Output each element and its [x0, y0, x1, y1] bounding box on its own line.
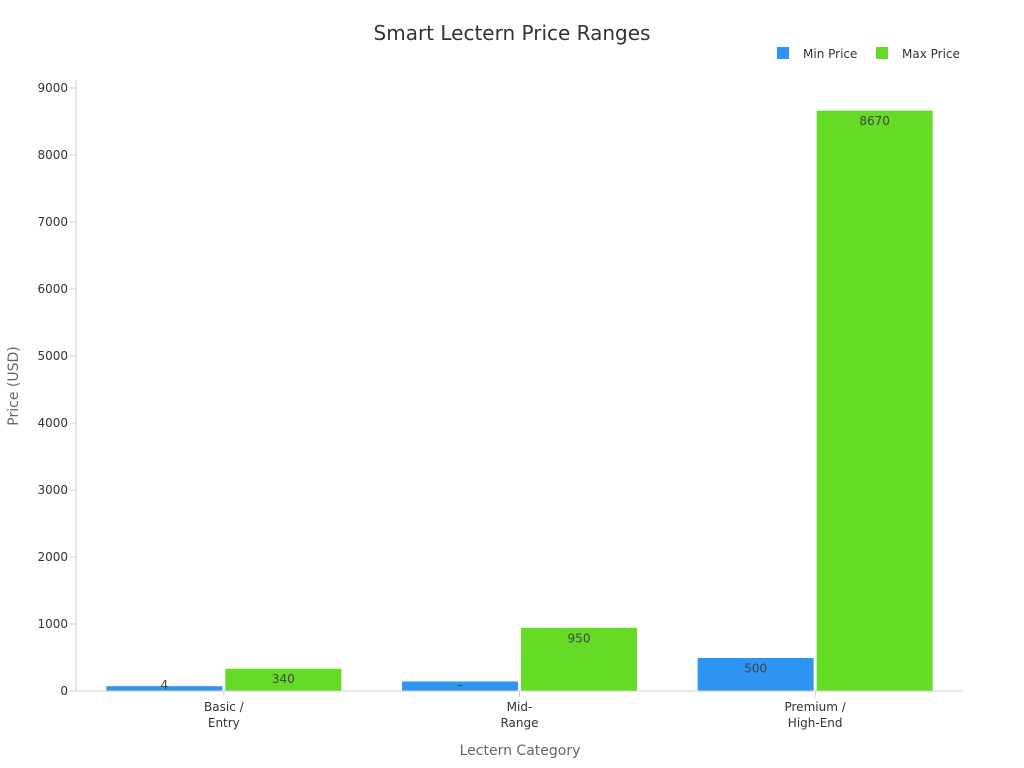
y-tick-label: 4000	[37, 416, 68, 430]
x-axis-title: Lectern Category	[460, 743, 581, 759]
x-axis-ticks: Basic / Entry Mid-Range Premium / High-End	[204, 691, 847, 730]
bar-value-label: 950	[568, 631, 591, 645]
chart-title: Smart Lectern Price Ranges	[374, 21, 651, 45]
y-tick-label: 7000	[37, 215, 68, 229]
bar-value-label: –	[457, 678, 463, 692]
bar-max-1	[520, 626, 638, 692]
legend-swatch-min	[777, 47, 789, 59]
y-tick-label: 1000	[37, 617, 68, 631]
bar-value-label: 340	[272, 672, 295, 686]
bar-max-2	[815, 109, 934, 692]
y-tick-label: 0	[60, 684, 68, 698]
y-tick-label: 6000	[37, 282, 68, 296]
bar-value-label: 4	[161, 678, 169, 692]
bar-value-label: 500	[744, 662, 767, 676]
bar-min-2	[696, 657, 815, 692]
bar-labels: 4 340 – 950 500 8670	[161, 114, 890, 692]
y-tick-label: 9000	[37, 81, 68, 95]
legend: Min Price Max Price	[777, 47, 960, 61]
y-tick-label: 8000	[37, 148, 68, 162]
legend-swatch-max	[876, 47, 888, 59]
y-tick-label: 2000	[37, 550, 68, 564]
y-tick-label: 3000	[37, 483, 68, 497]
y-tick-label: 5000	[37, 349, 68, 363]
x-tick-label: Premium / High-End	[785, 700, 847, 730]
bar-value-label: 8670	[859, 114, 890, 128]
y-axis-title: Price (USD)	[6, 346, 22, 425]
legend-label-min: Min Price	[803, 47, 857, 61]
x-tick-label: Basic / Entry	[204, 700, 245, 730]
x-tick-label: Mid-Range	[500, 700, 538, 730]
bars	[105, 109, 934, 692]
y-axis-ticks: 0 1000 2000 3000 4000 5000 6000 7000 8000 9000	[37, 81, 76, 698]
legend-label-max: Max Price	[902, 47, 960, 61]
